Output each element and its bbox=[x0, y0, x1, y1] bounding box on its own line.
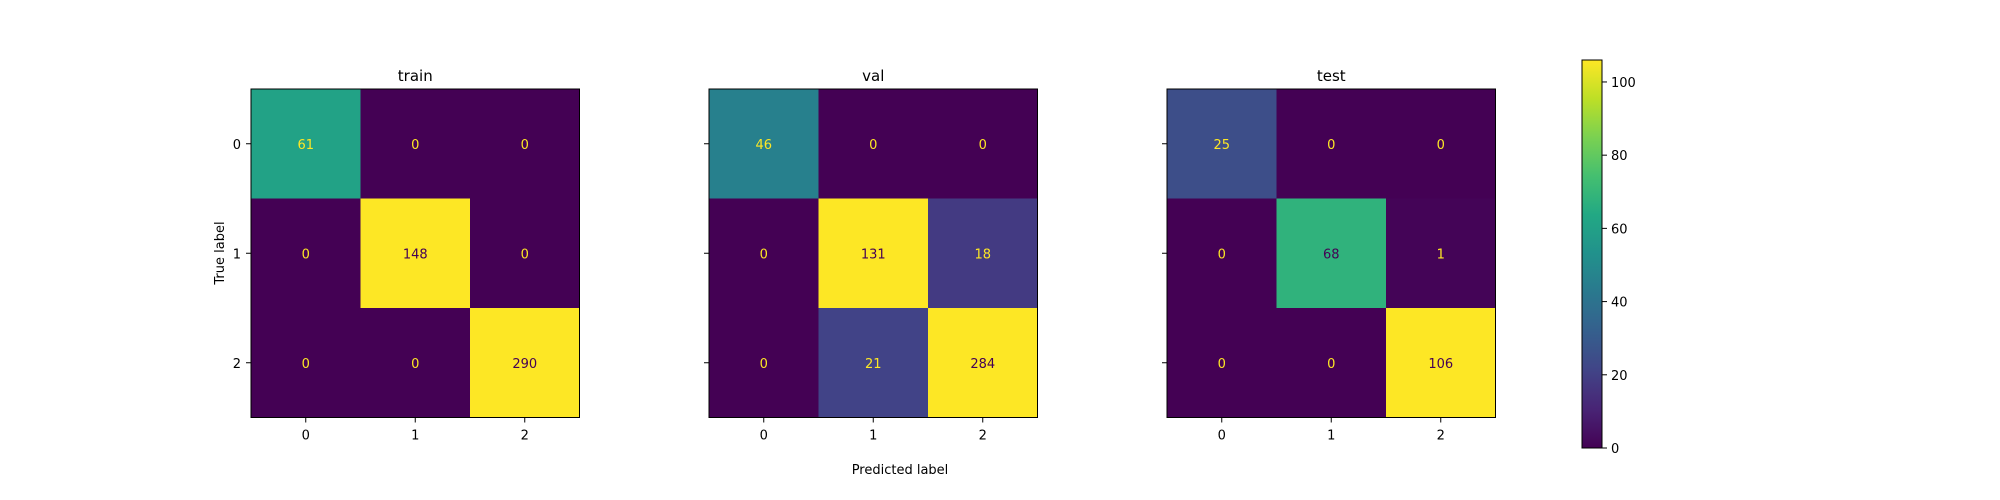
heatmap-cell bbox=[709, 89, 819, 199]
cell-value-label: 25 bbox=[1213, 138, 1230, 153]
cell-value-label: 0 bbox=[411, 357, 419, 372]
y-tick-label: 1 bbox=[233, 247, 241, 262]
panel-train: 61 0 0 0 148 0 0 0 290 train 0 1 2 0 1 2 bbox=[233, 67, 580, 444]
colorbar-gradient bbox=[1581, 59, 1603, 449]
colorbar-tick-label: 20 bbox=[1611, 369, 1628, 384]
heatmap-cell bbox=[251, 308, 361, 418]
x-tick-label: 2 bbox=[979, 429, 987, 444]
heatmap-cell bbox=[1386, 89, 1496, 199]
heatmap-cell bbox=[360, 89, 471, 199]
cell-value-label: 0 bbox=[869, 138, 877, 153]
x-tick-label: 0 bbox=[302, 429, 310, 444]
heatmap-cell bbox=[470, 89, 580, 199]
heatmap-cell bbox=[1167, 198, 1277, 309]
cell-value-label: 0 bbox=[302, 247, 310, 262]
cell-value-label: 0 bbox=[1327, 138, 1335, 153]
heatmap-cell bbox=[1167, 308, 1277, 418]
heatmap-cell bbox=[709, 198, 819, 309]
cell-value-label: 284 bbox=[970, 357, 995, 372]
y-tick-label: 0 bbox=[233, 138, 241, 153]
cell-value-label: 131 bbox=[861, 247, 886, 262]
cell-value-label: 0 bbox=[1218, 247, 1226, 262]
x-tick-label: 1 bbox=[411, 429, 419, 444]
heatmap-cell bbox=[360, 308, 471, 418]
colorbar-tick-label: 0 bbox=[1611, 442, 1619, 457]
cell-value-label: 0 bbox=[1437, 138, 1445, 153]
x-tick-label: 0 bbox=[1218, 429, 1226, 444]
cell-value-label: 0 bbox=[760, 247, 768, 262]
heatmap-cell bbox=[470, 308, 580, 418]
heatmap-cell bbox=[251, 89, 361, 199]
cell-value-label: 68 bbox=[1323, 247, 1340, 262]
heatmap-cell bbox=[818, 89, 929, 199]
cell-value-label: 46 bbox=[755, 138, 772, 153]
y-axis-label: True label bbox=[213, 221, 228, 285]
heatmap-cell bbox=[360, 198, 471, 309]
x-tick-label: 2 bbox=[1437, 429, 1445, 444]
panel-title: train bbox=[398, 67, 433, 85]
heatmap-cell bbox=[1276, 89, 1387, 199]
heatmap-cell bbox=[1386, 198, 1496, 309]
y-tick-label: 2 bbox=[233, 357, 241, 372]
panel-test: 25 0 0 0 68 1 0 0 106 test 0 1 2 bbox=[1162, 67, 1496, 444]
colorbar-tick-label: 60 bbox=[1611, 222, 1628, 237]
heatmap-cell bbox=[928, 198, 1038, 309]
heatmap-cell bbox=[251, 198, 361, 309]
x-axis-label: Predicted label bbox=[852, 463, 949, 478]
cell-value-label: 0 bbox=[521, 138, 529, 153]
x-tick-label: 1 bbox=[869, 429, 877, 444]
cell-value-label: 0 bbox=[1327, 357, 1335, 372]
colorbar-tick-label: 100 bbox=[1611, 76, 1636, 91]
cell-value-label: 18 bbox=[974, 247, 991, 262]
colorbar: 0 20 40 60 80 100 bbox=[1581, 59, 1636, 457]
heatmap-cell bbox=[709, 308, 819, 418]
panel-title: test bbox=[1317, 67, 1346, 85]
panel-val: 46 0 0 0 131 18 0 21 284 val 0 1 2 bbox=[704, 67, 1038, 444]
heatmap-cell bbox=[470, 198, 580, 309]
x-tick-label: 2 bbox=[521, 429, 529, 444]
heatmap-cell bbox=[1276, 308, 1387, 418]
x-tick-label: 1 bbox=[1327, 429, 1335, 444]
cell-value-label: 148 bbox=[403, 247, 428, 262]
cell-value-label: 0 bbox=[302, 357, 310, 372]
x-tick-label: 0 bbox=[760, 429, 768, 444]
colorbar-tick-label: 80 bbox=[1611, 149, 1628, 164]
heatmap-cell bbox=[818, 308, 929, 418]
heatmap-cell bbox=[818, 198, 929, 309]
heatmap-cell bbox=[928, 308, 1038, 418]
cell-value-label: 0 bbox=[760, 357, 768, 372]
cell-value-label: 106 bbox=[1428, 357, 1453, 372]
heatmap-cell bbox=[928, 89, 1038, 199]
cell-value-label: 0 bbox=[979, 138, 987, 153]
cell-value-label: 61 bbox=[297, 138, 314, 153]
cell-value-label: 0 bbox=[411, 138, 419, 153]
cell-value-label: 0 bbox=[1218, 357, 1226, 372]
cell-value-label: 0 bbox=[521, 247, 529, 262]
panel-title: val bbox=[862, 67, 884, 85]
heatmap-cell bbox=[1386, 308, 1496, 418]
colorbar-tick-label: 40 bbox=[1611, 296, 1628, 311]
cell-value-label: 290 bbox=[512, 357, 537, 372]
heatmap-cell bbox=[1276, 198, 1387, 309]
heatmap-cell bbox=[1167, 89, 1277, 199]
cell-value-label: 1 bbox=[1437, 247, 1445, 262]
cell-value-label: 21 bbox=[865, 357, 882, 372]
